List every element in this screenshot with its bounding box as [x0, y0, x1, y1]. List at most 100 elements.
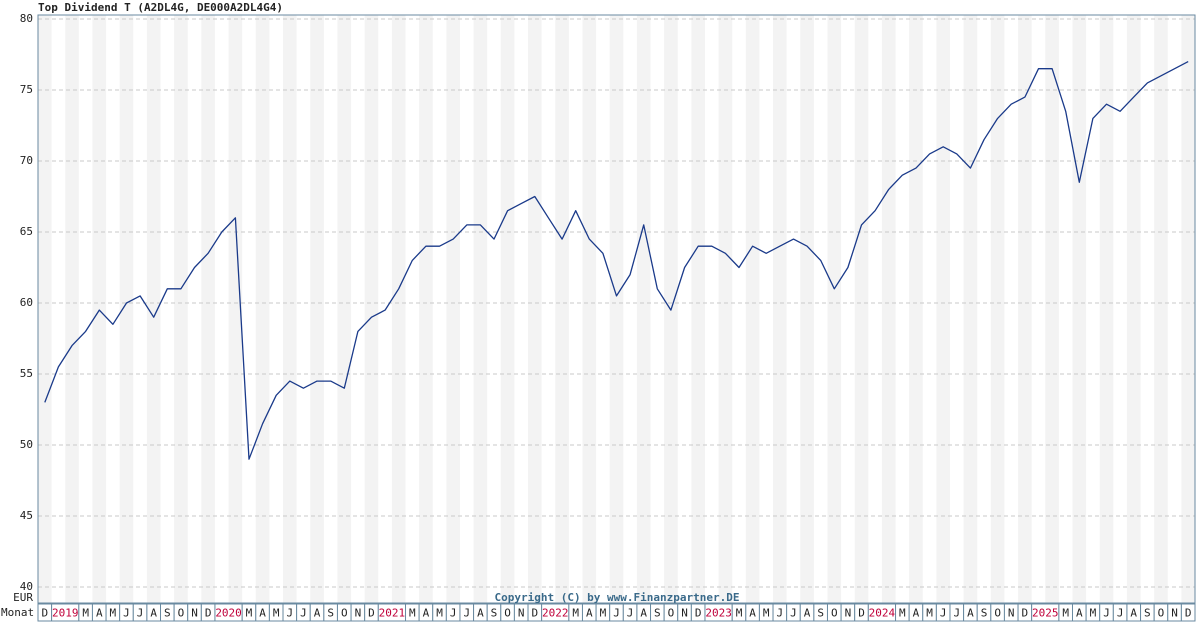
month-band: [38, 15, 52, 603]
y-tick-label: 60: [20, 296, 33, 309]
month-cell: [1180, 603, 1196, 622]
month-label: A: [749, 607, 756, 620]
month-label: M: [763, 607, 770, 620]
month-bands: [38, 15, 1195, 603]
x-axis-label: Monat: [1, 606, 34, 619]
month-label: J: [627, 607, 634, 620]
month-band: [65, 15, 79, 603]
y-tick-label: 55: [20, 367, 33, 380]
month-label: J: [790, 607, 797, 620]
month-band: [963, 15, 978, 603]
month-band: [473, 15, 488, 603]
month-band: [528, 15, 542, 603]
month-band: [1181, 15, 1195, 603]
month-label: M: [1062, 607, 1069, 620]
month-band: [827, 15, 842, 603]
month-label: A: [913, 607, 920, 620]
month-label: M: [572, 607, 579, 620]
month-label: N: [1008, 607, 1015, 620]
month-label: A: [1130, 607, 1137, 620]
month-band: [337, 15, 352, 603]
y-unit-label: EUR: [13, 591, 33, 604]
price-line: [44, 61, 1189, 460]
month-band: [174, 15, 188, 603]
month-label: M: [1090, 607, 1097, 620]
month-label: J: [123, 607, 130, 620]
month-label: S: [491, 607, 498, 620]
y-tick-label: 80: [20, 12, 33, 25]
grid: [38, 18, 1195, 588]
month-label: S: [327, 607, 334, 620]
month-band: [691, 15, 705, 603]
month-label: J: [613, 607, 620, 620]
month-label: J: [463, 607, 470, 620]
month-band: [92, 15, 107, 603]
month-label: D: [205, 607, 212, 620]
month-label: A: [150, 607, 157, 620]
plot-frame: [37, 14, 1196, 604]
month-band: [1099, 15, 1114, 603]
month-band: [255, 15, 270, 603]
month-label: A: [586, 607, 593, 620]
month-label: D: [1022, 607, 1029, 620]
month-label: D: [1185, 607, 1192, 620]
month-label: S: [654, 607, 661, 620]
month-label: S: [817, 607, 824, 620]
month-label: J: [777, 607, 784, 620]
month-label: A: [96, 607, 103, 620]
month-label: J: [287, 607, 294, 620]
y-tick-label: 40: [20, 580, 33, 593]
month-label: S: [164, 607, 171, 620]
month-label: M: [926, 607, 933, 620]
month-band: [283, 15, 297, 603]
month-label: J: [940, 607, 947, 620]
y-tick-label: 70: [20, 154, 33, 167]
month-band: [1126, 15, 1141, 603]
month-band: [310, 15, 324, 603]
chart-title: Top Dividend T (A2DL4G, DE000A2DL4G4): [38, 1, 283, 14]
month-band: [609, 15, 624, 603]
month-band: [1072, 15, 1087, 603]
month-band: [146, 15, 161, 603]
month-label: O: [994, 607, 1001, 620]
month-label: M: [82, 607, 89, 620]
month-label: O: [504, 607, 511, 620]
y-tick-label: 65: [20, 225, 33, 238]
month-label: M: [273, 607, 280, 620]
month-label: J: [953, 607, 960, 620]
month-band: [936, 15, 950, 603]
month-label: A: [1076, 607, 1083, 620]
month-label: O: [178, 607, 185, 620]
month-band: [773, 15, 787, 603]
month-label: M: [600, 607, 607, 620]
month-label: J: [1103, 607, 1110, 620]
month-band: [881, 15, 896, 603]
month-label: J: [137, 607, 144, 620]
month-band: [119, 15, 134, 603]
month-label: N: [681, 607, 688, 620]
month-label: J: [450, 607, 457, 620]
month-band: [582, 15, 597, 603]
year-label: 2022: [542, 607, 569, 620]
month-label: N: [1171, 607, 1178, 620]
month-label: S: [981, 607, 988, 620]
month-band: [446, 15, 460, 603]
month-band: [364, 15, 379, 603]
month-label: O: [341, 607, 348, 620]
year-label: 2019: [52, 607, 79, 620]
month-band: [228, 15, 243, 603]
month-label: M: [736, 607, 743, 620]
month-band: [1018, 15, 1032, 603]
month-label: M: [899, 607, 906, 620]
month-band: [391, 15, 406, 603]
month-label: O: [1158, 607, 1165, 620]
year-label: 2025: [1032, 607, 1059, 620]
month-band: [718, 15, 733, 603]
month-band: [555, 15, 569, 603]
month-label: A: [640, 607, 647, 620]
month-band: [1045, 15, 1059, 603]
year-label: 2024: [869, 607, 896, 620]
month-band: [201, 15, 215, 603]
month-label: D: [41, 607, 48, 620]
